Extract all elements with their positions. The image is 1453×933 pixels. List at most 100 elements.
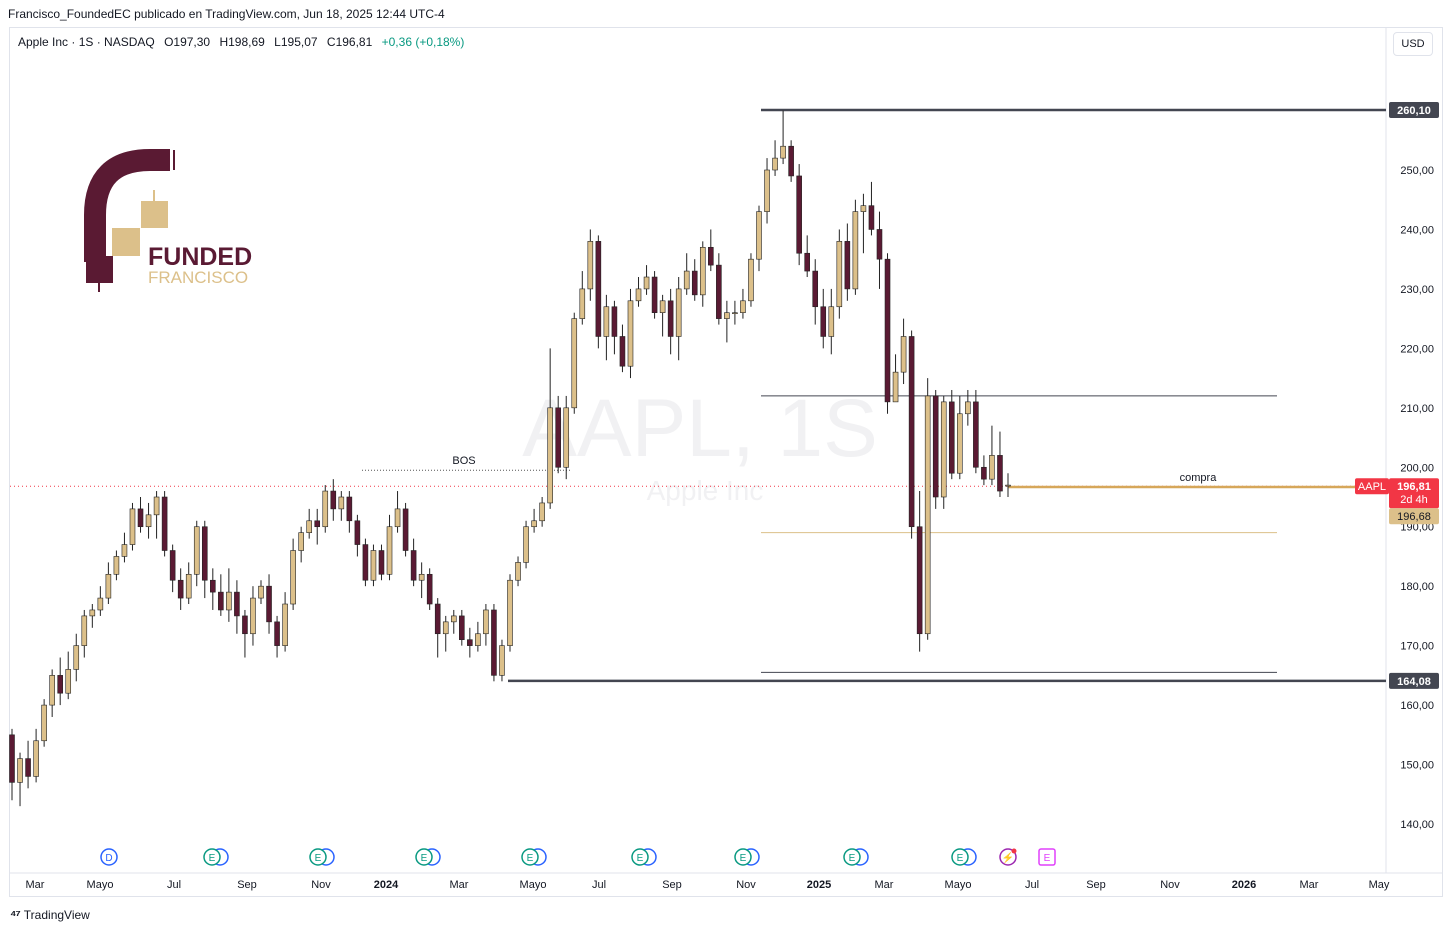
- earnings-event-icon[interactable]: [309, 848, 327, 866]
- candle-body[interactable]: [579, 288, 586, 319]
- candle-body[interactable]: [908, 336, 915, 528]
- candle-body[interactable]: [483, 609, 489, 635]
- candle-body[interactable]: [748, 258, 754, 302]
- candle-body[interactable]: [796, 175, 802, 254]
- candle-body[interactable]: [41, 704, 47, 742]
- candle-body[interactable]: [97, 597, 104, 611]
- candle-body[interactable]: [916, 526, 923, 635]
- candle-body[interactable]: [258, 585, 264, 599]
- candle-body[interactable]: [161, 496, 168, 551]
- candle-body[interactable]: [828, 306, 835, 337]
- candle-body[interactable]: [434, 603, 441, 635]
- candle-body[interactable]: [708, 246, 714, 266]
- earnings-event-icon[interactable]: [734, 848, 752, 866]
- candle-body[interactable]: [282, 603, 288, 646]
- earnings-event-icon[interactable]: [415, 848, 433, 866]
- candle-body[interactable]: [643, 276, 650, 290]
- split-event-icon[interactable]: [999, 848, 1017, 866]
- candle-body[interactable]: [675, 288, 682, 337]
- candle-body[interactable]: [940, 401, 947, 498]
- candle-body[interactable]: [603, 306, 610, 337]
- candle-body[interactable]: [290, 550, 296, 605]
- candle-body[interactable]: [89, 609, 96, 617]
- candle-body[interactable]: [145, 514, 152, 528]
- candle-body[interactable]: [965, 401, 971, 415]
- candle-body[interactable]: [667, 300, 674, 337]
- candle-body[interactable]: [595, 241, 602, 337]
- candle-body[interactable]: [65, 669, 72, 694]
- candle-body[interactable]: [499, 645, 505, 676]
- candle-body[interactable]: [129, 508, 136, 545]
- candle-body[interactable]: [426, 573, 433, 605]
- candle-body[interactable]: [49, 675, 55, 706]
- candle-body[interactable]: [25, 758, 31, 777]
- candle-body[interactable]: [788, 145, 794, 177]
- candle-body[interactable]: [772, 157, 778, 171]
- candle-body[interactable]: [81, 615, 88, 646]
- candle-body[interactable]: [804, 252, 810, 272]
- candle-body[interactable]: [394, 508, 401, 528]
- candle-body[interactable]: [226, 591, 232, 611]
- candle-body[interactable]: [346, 496, 353, 522]
- candle-body[interactable]: [523, 526, 529, 563]
- candle-body[interactable]: [250, 597, 256, 635]
- candle-body[interactable]: [442, 621, 449, 635]
- candle-body[interactable]: [475, 633, 481, 646]
- candle-body[interactable]: [386, 526, 393, 575]
- candle-body[interactable]: [362, 544, 369, 581]
- candle-body[interactable]: [185, 573, 192, 599]
- candle-body[interactable]: [635, 288, 642, 302]
- candle-body[interactable]: [201, 526, 208, 581]
- candle-body[interactable]: [820, 306, 827, 337]
- candle-body[interactable]: [812, 270, 819, 308]
- candle-body[interactable]: [467, 639, 473, 646]
- candle-body[interactable]: [354, 520, 361, 545]
- candle-body[interactable]: [699, 246, 706, 296]
- candle-body[interactable]: [756, 211, 762, 260]
- candle-body[interactable]: [177, 579, 184, 599]
- candle-body[interactable]: [724, 312, 730, 319]
- candle-body[interactable]: [105, 573, 112, 599]
- candle-body[interactable]: [924, 395, 931, 635]
- earnings-event-icon[interactable]: [843, 848, 861, 866]
- candle-body[interactable]: [852, 211, 859, 290]
- candle-body[interactable]: [402, 508, 409, 551]
- candle-body[interactable]: [330, 490, 337, 510]
- candle-body[interactable]: [242, 615, 248, 635]
- candle-body[interactable]: [989, 455, 995, 480]
- candle-body[interactable]: [73, 645, 80, 670]
- candle-body[interactable]: [378, 550, 385, 575]
- candle-body[interactable]: [218, 591, 224, 611]
- candle-body[interactable]: [515, 562, 521, 581]
- candle-body[interactable]: [17, 758, 23, 783]
- candle-body[interactable]: [860, 205, 867, 212]
- candle-body[interactable]: [459, 615, 465, 640]
- candle-body[interactable]: [716, 264, 722, 319]
- candle-body[interactable]: [322, 490, 329, 528]
- candle-body[interactable]: [973, 401, 979, 468]
- candle-body[interactable]: [884, 258, 891, 403]
- candle-body[interactable]: [659, 300, 666, 313]
- candle-body[interactable]: [732, 312, 738, 314]
- footer-brand[interactable]: ⁴⁷ TradingView: [10, 907, 90, 922]
- candle-body[interactable]: [169, 550, 176, 581]
- candle-body[interactable]: [507, 579, 513, 646]
- candle-body[interactable]: [193, 526, 200, 575]
- candle-body[interactable]: [314, 520, 321, 528]
- candle-body[interactable]: [932, 395, 939, 498]
- earnings-event-icon[interactable]: [521, 848, 539, 866]
- candle-body[interactable]: [619, 336, 626, 367]
- candle-body[interactable]: [121, 544, 128, 557]
- candle-body[interactable]: [210, 579, 216, 593]
- candle-body[interactable]: [900, 336, 907, 373]
- candle-body[interactable]: [370, 550, 377, 581]
- chart-frame[interactable]: [9, 27, 1443, 897]
- candle-body[interactable]: [491, 609, 497, 676]
- earnings-event-icon[interactable]: [203, 848, 221, 866]
- candle-body[interactable]: [868, 205, 875, 230]
- candle-body[interactable]: [306, 520, 312, 533]
- candle-body[interactable]: [764, 169, 770, 212]
- candle-body[interactable]: [234, 591, 240, 617]
- candle-body[interactable]: [33, 740, 39, 777]
